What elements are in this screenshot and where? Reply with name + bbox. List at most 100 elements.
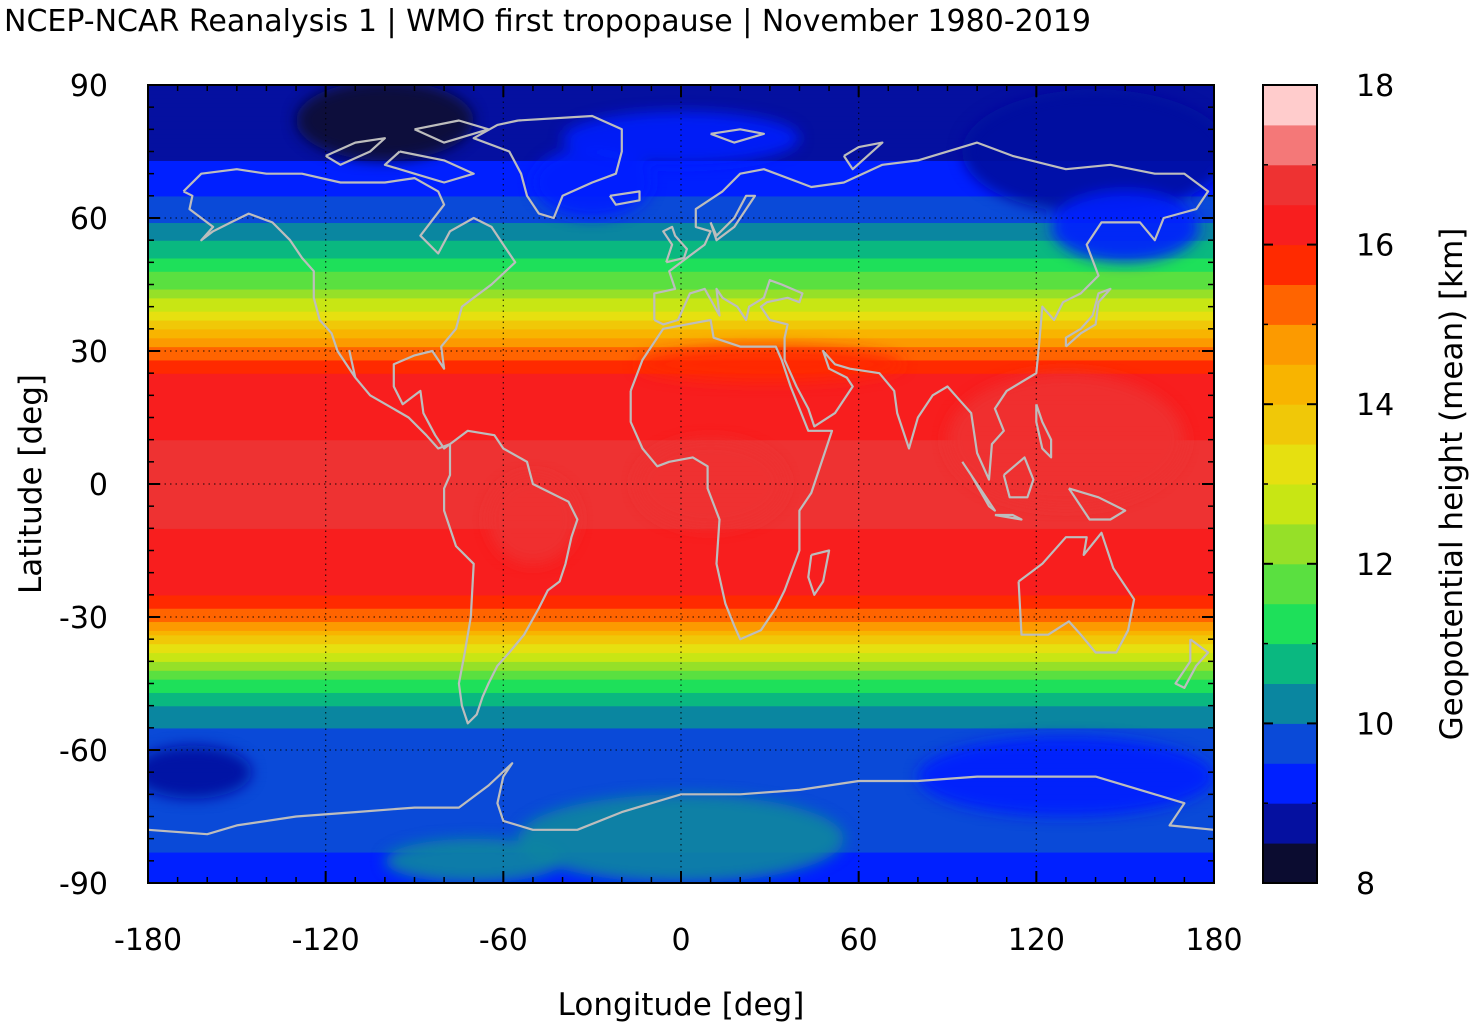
band-cell [148, 266, 1214, 272]
coastline-path [1067, 487, 1127, 521]
coastline-path [710, 128, 765, 144]
x-tick-label: 120 [1008, 923, 1065, 958]
band-cell [148, 257, 1214, 263]
coastline-path [994, 513, 1023, 521]
coastline-path [472, 114, 623, 220]
x-axis-label: Longitude [deg] [558, 987, 805, 1023]
band-cell [148, 546, 1214, 552]
coastlines [148, 114, 1214, 836]
colorbar-tick-labels: 18 16 14 12 10 8 [1356, 69, 1394, 902]
band-cell [148, 235, 1214, 241]
colorbar-swatch [1263, 683, 1317, 724]
band-cell [148, 648, 1214, 654]
coastline-path [961, 461, 996, 512]
anomaly-patch [384, 838, 563, 883]
band-cell [148, 750, 1214, 756]
band-cell [148, 439, 1214, 445]
band-cell [148, 302, 1214, 308]
y-tick-label: 30 [70, 335, 108, 370]
coastline-path [148, 762, 1214, 836]
coastline-path [807, 549, 831, 596]
band-cell [148, 670, 1214, 676]
colorbar-swatch [1263, 843, 1317, 884]
coastline-path [629, 318, 834, 641]
band-cell [148, 758, 1214, 764]
colorbar [1263, 85, 1317, 884]
colorbar-tick-label: 16 [1356, 229, 1394, 264]
colorbar-swatch [1263, 164, 1317, 206]
colorbar-swatch [1263, 763, 1317, 804]
band-cell [148, 280, 1214, 286]
band-cell [148, 426, 1214, 432]
coastline-path [653, 141, 1210, 481]
colorbar-swatch [1263, 444, 1317, 485]
colorbar-swatch [1263, 643, 1317, 684]
band-cell [148, 634, 1214, 640]
y-tick-labels: 90 60 30 0 -30 -60 -90 [59, 69, 108, 902]
y-tick-label: 60 [70, 202, 108, 237]
colorbar-swatch [1263, 803, 1317, 844]
coastline-path [1035, 403, 1053, 459]
band-cell [148, 554, 1214, 560]
colorbar-swatch [1263, 484, 1317, 525]
band-cell [148, 333, 1214, 339]
band-cell [148, 306, 1214, 312]
band-cell [148, 284, 1214, 290]
band-cell [148, 692, 1214, 698]
colorbar-swatch [1263, 284, 1317, 325]
y-axis-label: Latitude [deg] [13, 374, 49, 594]
band-cell [148, 337, 1214, 343]
band-cell [148, 705, 1214, 711]
band-cell [148, 249, 1214, 255]
band-cell [148, 652, 1214, 658]
colorbar-swatch [1263, 563, 1317, 605]
colorbar-swatch [1263, 85, 1317, 126]
colorbar-ticks [1263, 84, 1317, 884]
anomaly-patch [962, 89, 1214, 214]
band-cell [148, 408, 1214, 414]
x-tick-label: -120 [292, 923, 360, 958]
coastline-path [1174, 638, 1210, 689]
y-tick-label: 90 [70, 69, 108, 104]
band-cell [148, 107, 1214, 113]
band-cell [148, 599, 1214, 605]
anomaly-patch [636, 439, 785, 529]
band-cell [148, 745, 1214, 751]
band-cell [148, 656, 1214, 662]
band-cell [148, 315, 1214, 321]
colorbar-swatch [1263, 404, 1317, 445]
x-tick-labels: -180 -120 -60 0 60 120 180 [114, 923, 1243, 958]
band-cell [148, 195, 1214, 201]
band-cell [148, 679, 1214, 685]
band-cell [148, 763, 1214, 769]
anomaly-patch [296, 85, 474, 161]
band-cell [148, 222, 1214, 228]
band-cell [148, 102, 1214, 108]
colorbar-tick-label: 10 [1356, 707, 1394, 742]
band-cell [148, 200, 1214, 206]
band-cell [148, 218, 1214, 224]
axis-ticks [147, 84, 1215, 884]
band-cell [148, 430, 1214, 436]
colorbar-swatch [1263, 603, 1317, 645]
band-cell [148, 213, 1214, 219]
band-cell [148, 288, 1214, 294]
band-cell [148, 98, 1214, 104]
band-cell [148, 701, 1214, 707]
colorbar-swatch [1263, 523, 1317, 565]
colorbar-tick-label: 8 [1356, 867, 1375, 902]
band-cell [148, 723, 1214, 729]
colorbar-swatch [1263, 124, 1317, 166]
band-cell [148, 244, 1214, 250]
y-tick-label: -30 [59, 601, 108, 636]
band-cell [148, 727, 1214, 733]
x-tick-label: 0 [671, 923, 690, 958]
band-cell [148, 169, 1214, 175]
coastline-path [414, 119, 490, 144]
colorbar-tick-label: 14 [1356, 388, 1394, 423]
band-cell [148, 674, 1214, 680]
band-cell [148, 382, 1214, 388]
x-tick-label: -60 [479, 923, 528, 958]
band-cell [148, 625, 1214, 631]
